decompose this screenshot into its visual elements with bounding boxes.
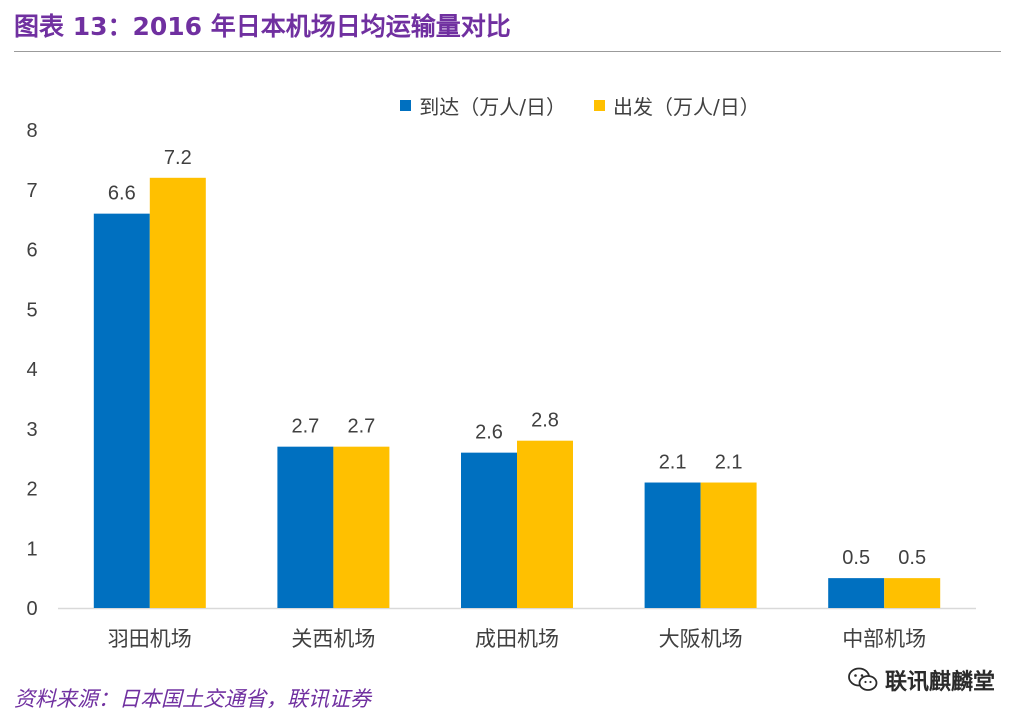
x-tick-label: 大阪机场 [659,627,743,651]
x-tick-label: 成田机场 [475,627,559,651]
legend-label-departures: 出发（万人/日） [613,95,760,119]
y-tick-label: 8 [26,120,37,142]
title-divider [14,51,1001,52]
y-tick-label: 3 [26,419,37,441]
bar-departures [149,177,206,609]
source-note: 资料来源：日本国土交通省，联讯证券 [14,687,371,711]
wechat-icon [848,667,878,691]
legend-item-departures: 出发（万人/日） [594,91,760,120]
x-tick-label: 羽田机场 [108,627,192,651]
chart-legend: 到达（万人/日） 出发（万人/日） [0,91,1025,120]
bar-departures [700,482,757,608]
data-label: 2.7 [347,416,375,438]
bar-arrivals [277,446,334,608]
figure-title: 图表 13：2016 年日本机场日均运输量对比 [14,12,511,41]
data-label: 2.7 [291,416,319,438]
data-label: 2.8 [531,410,559,432]
bar-arrivals [93,213,150,608]
y-tick-label: 2 [26,479,37,501]
data-label: 2.1 [715,452,743,474]
x-tick-label: 中部机场 [842,627,926,651]
legend-item-arrivals: 到达（万人/日） [400,91,566,120]
data-label: 2.6 [475,422,503,444]
data-label: 0.5 [898,547,926,569]
data-label: 6.6 [108,183,136,205]
watermark: 联讯麒麟堂 [847,664,995,696]
y-tick-label: 1 [26,538,37,560]
legend-swatch-arrivals [400,100,412,111]
bar-departures [517,440,573,608]
bar-arrivals [461,452,517,608]
y-tick-label: 5 [26,299,37,321]
bar-departures [333,446,390,608]
x-tick-label: 关西机场 [291,627,375,651]
data-label: 2.1 [659,452,687,474]
legend-swatch-departures [594,100,605,111]
bar-arrivals [828,578,885,608]
bar-departures [884,578,941,608]
y-tick-label: 4 [26,359,37,381]
legend-label-arrivals: 到达（万人/日） [419,95,566,119]
data-label: 0.5 [842,547,870,569]
y-tick-label: 7 [26,180,37,202]
bar-arrivals [644,482,701,608]
data-label: 7.2 [164,147,192,169]
watermark-text: 联讯麒麟堂 [884,670,995,695]
y-tick-label: 6 [26,240,37,262]
y-tick-label: 0 [26,598,37,620]
